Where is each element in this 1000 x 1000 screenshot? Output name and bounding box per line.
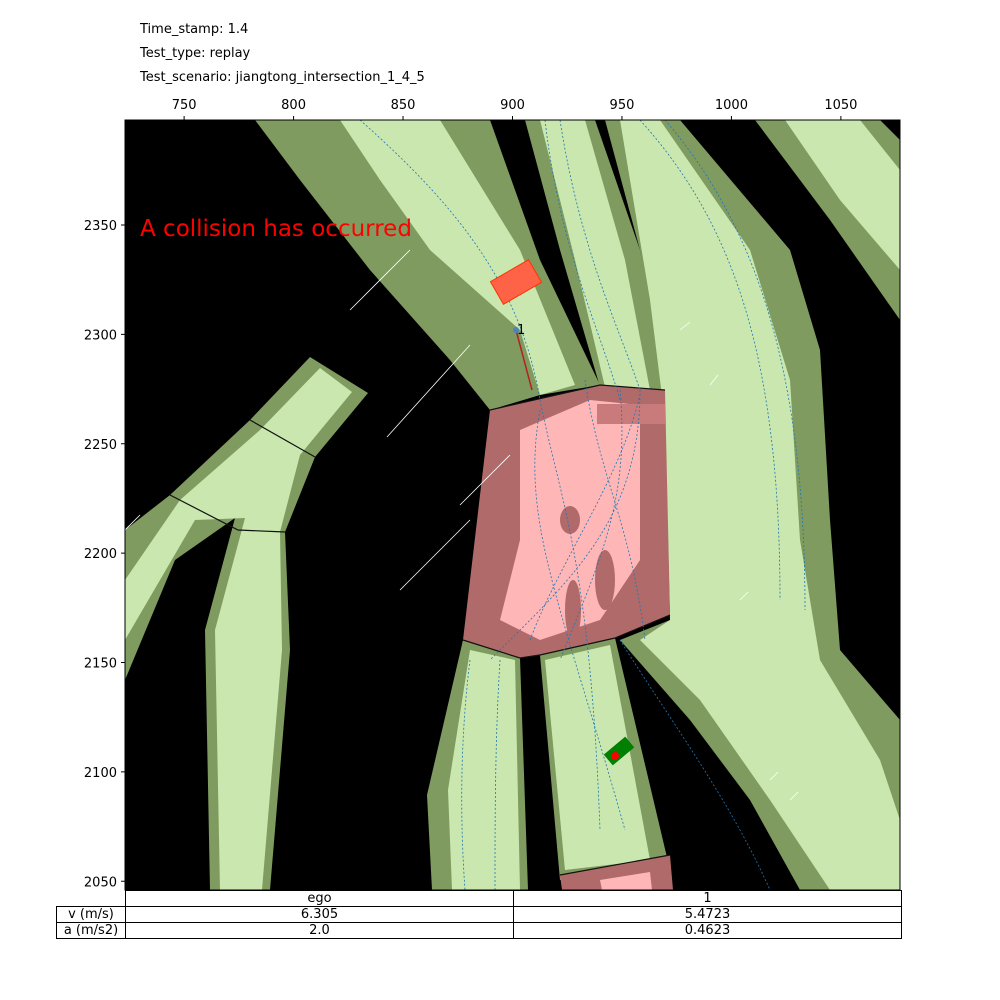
road-upper-left-inner — [340, 120, 575, 395]
test-type-label: Test_type: replay — [140, 46, 251, 61]
y-tick-label: 2250 — [84, 438, 117, 453]
road-bottom-crosswalk-inner — [600, 872, 652, 890]
vehicle-1-box — [489, 259, 543, 305]
road-far-right-inner — [785, 120, 900, 270]
x-tick-label: 1000 — [715, 98, 748, 113]
lane-boundaries — [169, 384, 671, 876]
road-upper-left-outer — [255, 120, 600, 410]
y-tick-label: 2100 — [84, 766, 117, 781]
road-lower-left-inner — [448, 650, 520, 890]
table-row-label: a (m/s2) — [56, 922, 126, 939]
table-header-row: ego 1 — [57, 890, 902, 907]
x-tick-label: 750 — [172, 98, 197, 113]
table-cell: 2.0 — [125, 922, 514, 939]
table-row: a (m/s2) 2.0 0.4623 — [56, 922, 902, 939]
collision-message: A collision has occurred — [140, 216, 412, 242]
vehicle-1 — [489, 259, 543, 391]
table-cell: 0.4623 — [513, 922, 902, 939]
vehicle-1-label: 1 — [517, 323, 525, 338]
table-corner — [57, 891, 126, 907]
table-cell: 5.4723 — [513, 906, 902, 923]
x-tick-label: 800 — [281, 98, 306, 113]
road-upper-mid-inner — [540, 120, 650, 390]
vehicle-1-marker — [513, 327, 519, 333]
vehicle-1-history — [515, 329, 533, 391]
scenario-plot: 1 A collision has occurred 750 800 850 900 9… — [84, 98, 901, 891]
road-right-inner — [620, 120, 900, 890]
intersection-island — [565, 580, 581, 640]
y-tick-label: 2200 — [84, 547, 117, 562]
table-cell: 6.305 — [125, 906, 514, 923]
test-scenario-label: Test_scenario: jiangtong_intersection_1_… — [140, 70, 425, 85]
x-axis-ticks: 750 800 850 900 950 1000 1050 — [172, 98, 857, 120]
intersection-inner-lane — [597, 404, 665, 424]
intersection-island — [560, 506, 580, 534]
y-tick-label: 2050 — [84, 875, 117, 890]
x-tick-label: 900 — [500, 98, 525, 113]
y-tick-label: 2300 — [84, 328, 117, 343]
y-tick-label: 2150 — [84, 657, 117, 672]
time-stamp-label: Time_stamp: 1.4 — [140, 22, 249, 37]
x-tick-label: 1050 — [824, 98, 857, 113]
table-row-label: v (m/s) — [56, 906, 126, 923]
map-layer: 1 — [125, 120, 900, 890]
y-axis-ticks: 2050 2100 2150 2200 2250 2300 2350 — [84, 219, 125, 890]
ego-vehicle-box — [603, 736, 635, 766]
road-lower-mid-inner — [545, 645, 650, 870]
x-tick-label: 950 — [610, 98, 635, 113]
y-tick-label: 2350 — [84, 219, 117, 234]
reference-trajectories — [359, 120, 806, 890]
road-left-inner — [125, 368, 352, 890]
scan-lines — [125, 249, 799, 801]
ego-vehicle-center — [611, 752, 619, 760]
table-header-1: 1 — [513, 890, 902, 907]
table-header-ego: ego — [125, 890, 514, 907]
table-row: v (m/s) 6.305 5.4723 — [56, 906, 902, 923]
state-table: ego 1 v (m/s) 6.305 5.4723 a (m/s2) 2.0 … — [56, 890, 902, 939]
x-tick-label: 850 — [391, 98, 416, 113]
intersection-island — [595, 550, 615, 610]
ego-vehicle — [603, 736, 635, 766]
